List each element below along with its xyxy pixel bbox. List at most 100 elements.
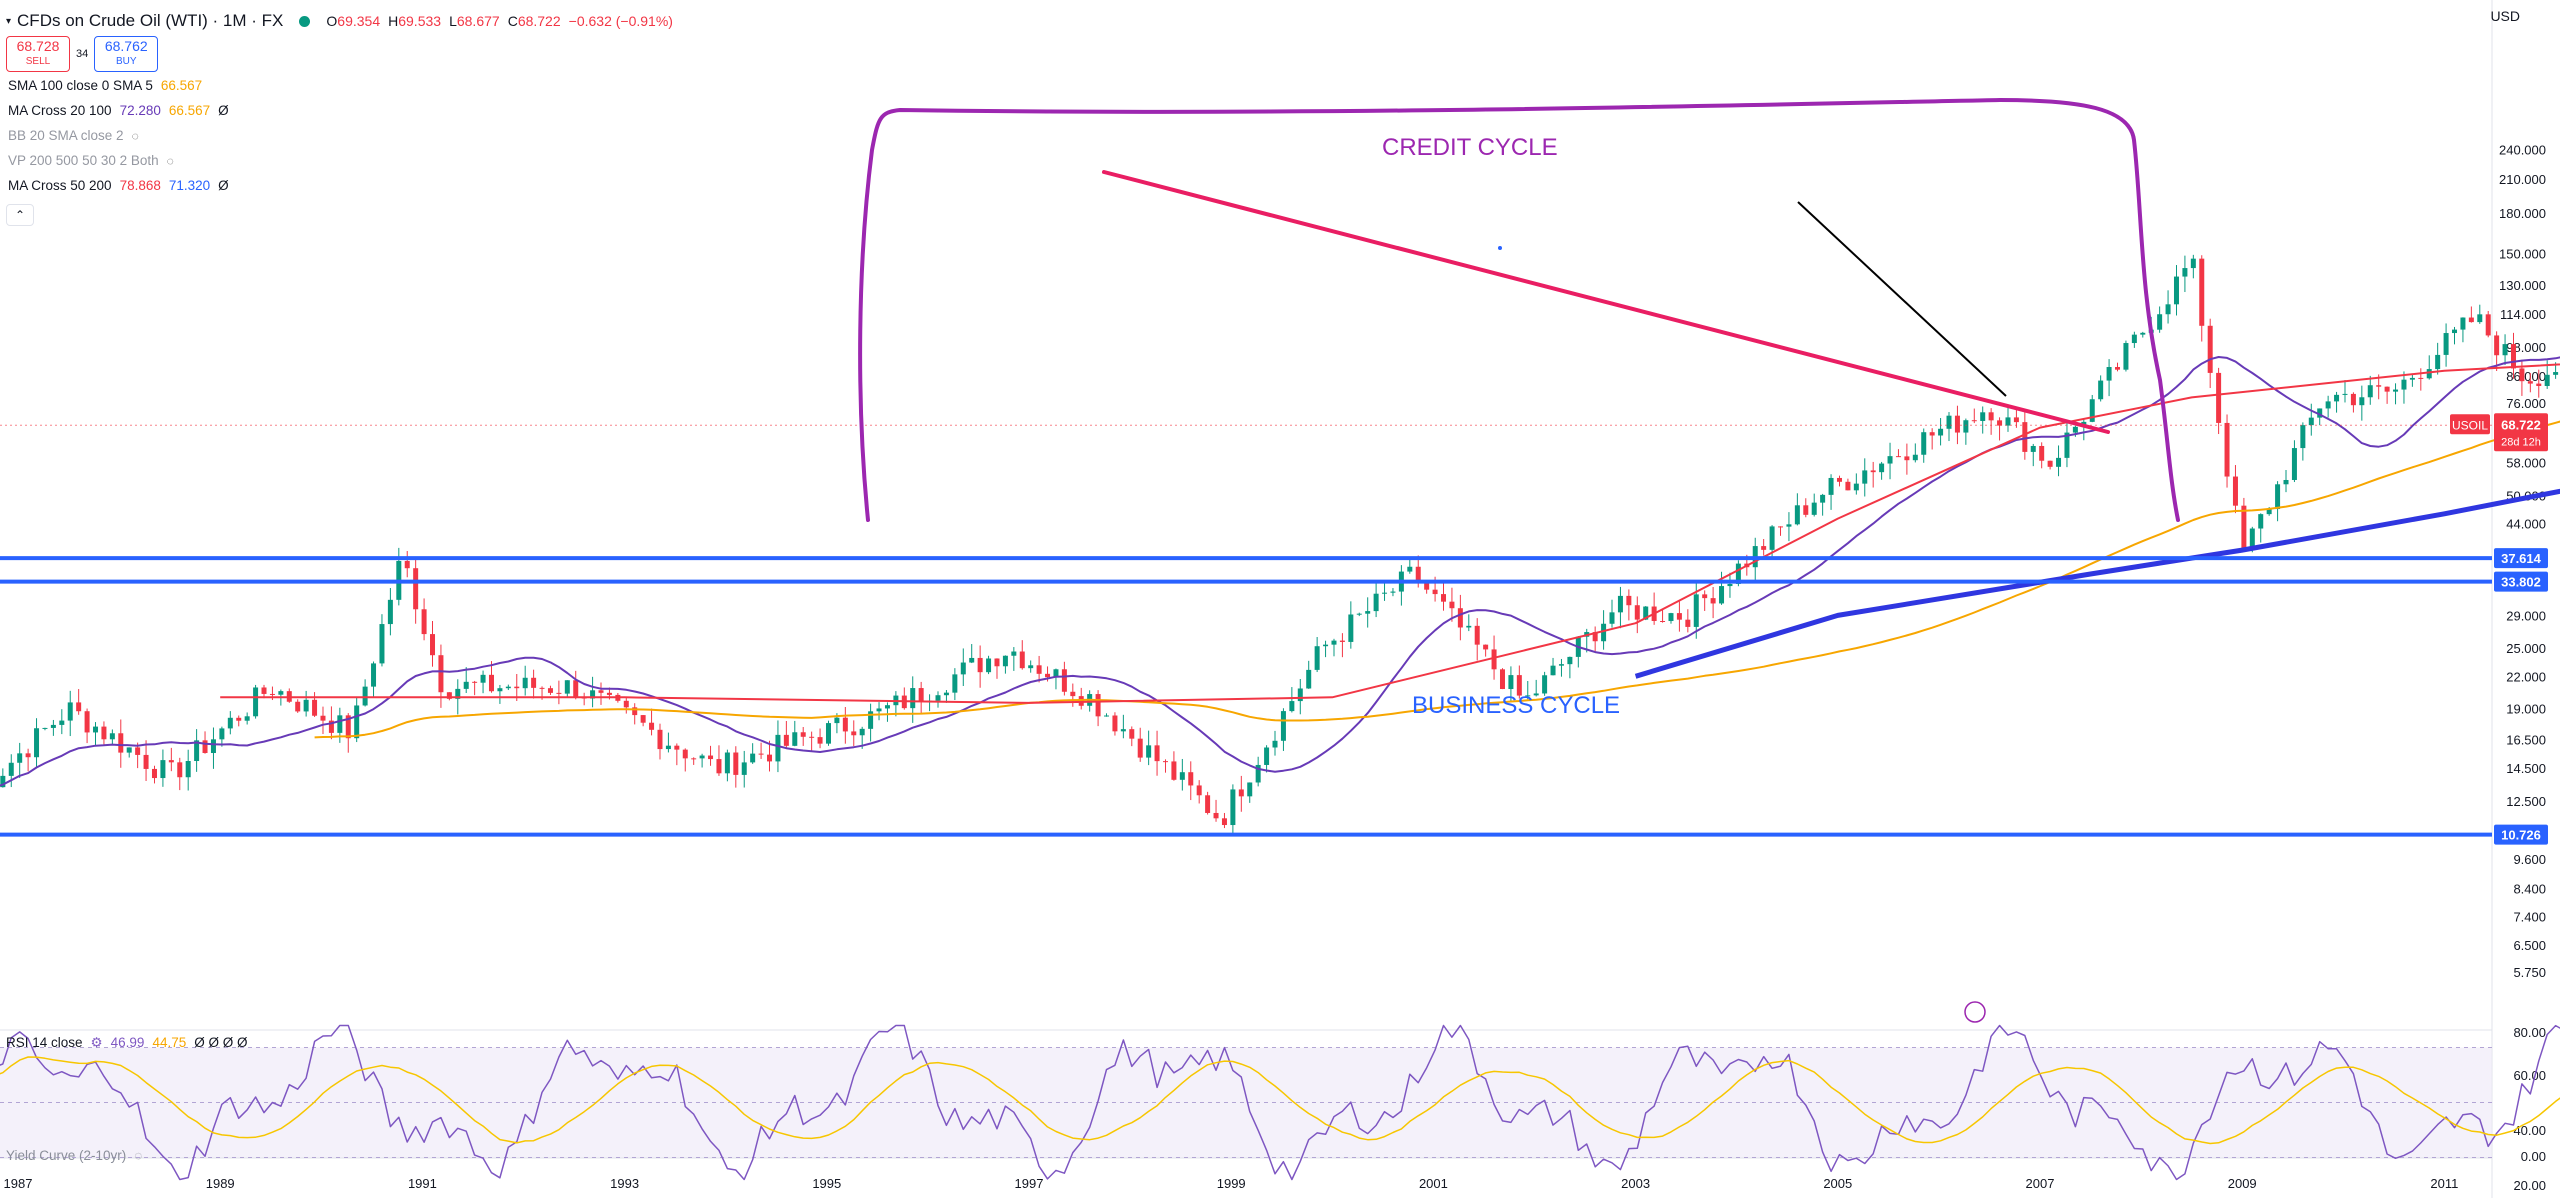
candle-body	[210, 739, 216, 754]
currency-label[interactable]: USD	[2490, 8, 2520, 24]
candle-body	[194, 740, 200, 762]
price-tick-label: 44.000	[2506, 517, 2546, 532]
candle-body	[160, 760, 166, 779]
candle-body	[1146, 745, 1152, 758]
collapse-legend-button[interactable]: ⌃	[6, 204, 34, 226]
candle-body	[379, 624, 385, 664]
candle-body	[2013, 417, 2019, 423]
indicator-row[interactable]: MA Cross 20 100 72.280 66.567 Ø	[8, 103, 229, 118]
candle-body	[1474, 625, 1480, 645]
indicator-row[interactable]: MA Cross 50 200 78.868 71.320 Ø	[8, 178, 229, 193]
time-tick-label: 1995	[812, 1176, 841, 1191]
indicator-row[interactable]: SMA 100 close 0 SMA 5 66.567	[8, 78, 202, 93]
candle-body	[1735, 563, 1741, 584]
candle-body	[261, 687, 267, 694]
candle-body	[1238, 789, 1244, 797]
candle-body	[2224, 422, 2230, 477]
candle-body	[1803, 505, 1809, 515]
last-price-label: 68.722	[2501, 417, 2541, 432]
ma100-line	[314, 420, 2560, 739]
price-axis-labels: 240.000 210.000 180.000 150.000 130.000 114.0…	[2499, 143, 2546, 980]
indicator-name: MA Cross 50 200	[8, 178, 112, 193]
trade-panel: 68.728 SELL 34 68.762 BUY	[6, 36, 159, 72]
candle-body	[708, 755, 714, 760]
candle-body	[1491, 649, 1497, 670]
candle-body	[2308, 417, 2314, 426]
candle-body	[1938, 428, 1944, 436]
candle-body	[1205, 795, 1211, 813]
time-tick-label: 1993	[610, 1176, 639, 1191]
candle-body	[1280, 711, 1286, 741]
time-tick-label: 1987	[4, 1176, 33, 1191]
candle-body	[168, 760, 174, 763]
candle-body	[2098, 380, 2104, 400]
eye-off-icon[interactable]: ◌	[131, 128, 139, 143]
candle-body	[1954, 415, 1960, 433]
rsi-ma-value: 44.75	[152, 1035, 187, 1050]
candle-body	[1104, 715, 1110, 717]
candle-body	[1323, 644, 1329, 647]
candle-body	[1154, 745, 1160, 762]
indicator-row[interactable]: BB 20 SMA close 2 ◌	[8, 128, 139, 143]
candle-body	[1508, 675, 1514, 690]
candle-body	[2536, 383, 2542, 386]
indicator-name: MA Cross 20 100	[8, 103, 112, 118]
candle-body	[1980, 412, 1986, 421]
candle-body	[430, 634, 436, 656]
candle-body	[2115, 367, 2121, 370]
sell-button[interactable]: 68.728 SELL	[6, 36, 70, 72]
candle-body	[1988, 412, 1994, 421]
candle-body	[969, 657, 975, 663]
candle-body	[2510, 344, 2516, 369]
candle-body	[590, 690, 596, 699]
candle-body	[2165, 304, 2171, 315]
rsi-label: RSI 14 close	[6, 1035, 83, 1050]
candle-body	[1306, 669, 1312, 689]
eye-off-icon[interactable]: ◌	[166, 153, 174, 168]
candle-body	[2072, 426, 2078, 433]
candle-body	[1710, 598, 1716, 604]
indicator-value: 72.280	[119, 103, 161, 118]
candle-body	[1457, 608, 1463, 628]
candle-body	[2140, 332, 2146, 335]
candle-body	[859, 728, 865, 736]
candle-body	[960, 662, 966, 675]
candle-body	[1525, 695, 1531, 697]
chevron-up-icon: ⌃	[14, 208, 26, 222]
candle-body	[2275, 484, 2281, 510]
candle-body	[2418, 377, 2424, 379]
candle-body	[817, 737, 823, 744]
candle-body	[2123, 343, 2129, 370]
candle-body	[1061, 669, 1067, 692]
buy-button[interactable]: 68.762 BUY	[94, 36, 159, 72]
candle-body	[2291, 448, 2297, 480]
candle-body	[1373, 593, 1379, 612]
price-tick-label: 180.000	[2499, 206, 2546, 221]
candle-body	[59, 720, 65, 725]
candle-body	[1643, 606, 1649, 620]
eye-off-icon[interactable]: ◌	[134, 1148, 143, 1163]
candle-body	[118, 733, 124, 753]
price-tick-label: 8.400	[2513, 881, 2546, 896]
candle-body	[177, 762, 183, 778]
candle-body	[2553, 372, 2559, 375]
candle-body	[1601, 623, 1607, 642]
candle-body	[1390, 591, 1396, 593]
indicator-value: 66.567	[168, 103, 211, 118]
candle-body	[2283, 479, 2289, 485]
candle-body	[472, 681, 478, 683]
indicator-value: 66.567	[160, 78, 203, 93]
candle-body	[2527, 381, 2533, 384]
symbol-title[interactable]: ▾ CFDs on Crude Oil (WTI) · 1M · FX	[6, 11, 283, 31]
indicator-row[interactable]: VP 200 500 50 30 2 Both ◌	[8, 153, 174, 168]
time-axis-labels: 1987 1989 1991 1993 1995 1997 1999 2001 2003 2005…	[4, 1176, 2459, 1191]
candle-body	[834, 717, 840, 724]
candle-body	[1070, 691, 1076, 697]
settings-icon[interactable]: ⚙	[90, 1035, 103, 1050]
candle-body	[143, 754, 149, 769]
candle-body	[488, 674, 494, 692]
candle-body	[2173, 276, 2179, 305]
candle-body	[691, 758, 697, 760]
candle-body	[101, 726, 107, 740]
